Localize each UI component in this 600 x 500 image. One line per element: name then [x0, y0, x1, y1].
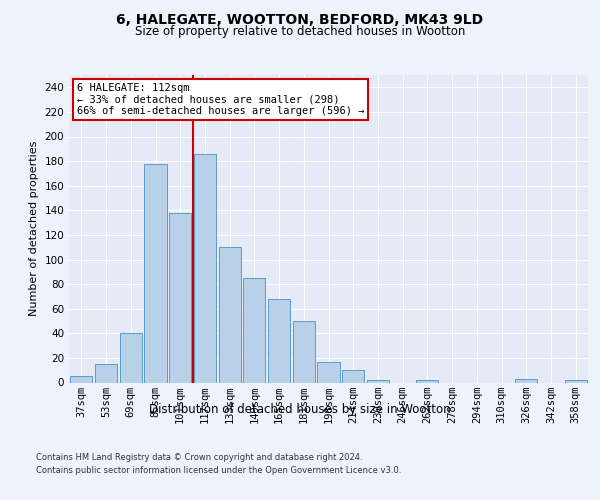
Bar [342, 370, 364, 382]
Bar [95, 364, 117, 382]
Text: 6 HALEGATE: 112sqm
← 33% of detached houses are smaller (298)
66% of semi-detach: 6 HALEGATE: 112sqm ← 33% of detached hou… [77, 82, 364, 116]
Bar [194, 154, 216, 382]
Bar [515, 379, 538, 382]
Text: Distribution of detached houses by size in Wootton: Distribution of detached houses by size … [149, 402, 451, 415]
Y-axis label: Number of detached properties: Number of detached properties [29, 141, 39, 316]
Bar [416, 380, 439, 382]
Text: Contains HM Land Registry data © Crown copyright and database right 2024.: Contains HM Land Registry data © Crown c… [36, 452, 362, 462]
Bar [565, 380, 587, 382]
Bar [145, 164, 167, 382]
Bar [317, 362, 340, 382]
Text: Contains public sector information licensed under the Open Government Licence v3: Contains public sector information licen… [36, 466, 401, 475]
Bar [218, 247, 241, 382]
Bar [70, 376, 92, 382]
Bar [169, 213, 191, 382]
Bar [119, 334, 142, 382]
Text: 6, HALEGATE, WOOTTON, BEDFORD, MK43 9LD: 6, HALEGATE, WOOTTON, BEDFORD, MK43 9LD [116, 12, 484, 26]
Text: Size of property relative to detached houses in Wootton: Size of property relative to detached ho… [135, 25, 465, 38]
Bar [293, 321, 315, 382]
Bar [243, 278, 265, 382]
Bar [367, 380, 389, 382]
Bar [268, 299, 290, 382]
